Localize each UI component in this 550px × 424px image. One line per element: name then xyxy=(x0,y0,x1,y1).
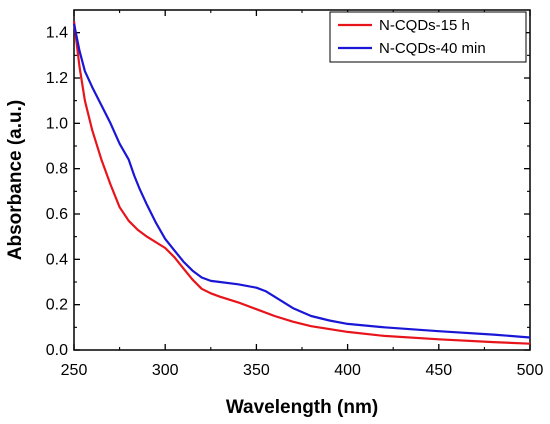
y-axis-title: Absorbance (a.u.) xyxy=(5,100,26,260)
legend-label-15h: N-CQDs-15 h xyxy=(379,17,470,34)
x-tick-label: 500 xyxy=(517,362,544,379)
y-tick-label: 0.0 xyxy=(46,342,68,359)
legend: N-CQDs-15 h N-CQDs-40 min xyxy=(329,11,527,63)
y-tick-label: 1.4 xyxy=(46,25,68,42)
legend-box xyxy=(329,11,527,63)
x-tick-label: 300 xyxy=(152,362,179,379)
x-tick-label: 250 xyxy=(61,362,88,379)
series-line-1 xyxy=(72,23,531,339)
x-axis-title: Wavelength (nm) xyxy=(226,397,378,418)
x-tick-label: 350 xyxy=(243,362,270,379)
series-line-0 xyxy=(72,21,531,345)
x-tick-label: 400 xyxy=(334,362,361,379)
legend-label-40min: N-CQDs-40 min xyxy=(379,40,486,57)
axis-ticks xyxy=(73,10,531,351)
y-tick-label: 0.8 xyxy=(46,161,68,178)
y-tick-label: 1.0 xyxy=(46,115,68,132)
y-tick-label: 0.4 xyxy=(46,251,68,268)
x-tick-labels: 250 300 350 400 450 500 xyxy=(61,362,544,379)
y-tick-label: 0.2 xyxy=(46,297,68,314)
x-tick-label: 450 xyxy=(425,362,452,379)
y-tick-label: 1.2 xyxy=(46,70,68,87)
y-tick-labels: 0.0 0.2 0.4 0.6 0.8 1.0 1.2 1.4 xyxy=(46,25,68,359)
series-lines xyxy=(72,21,531,345)
y-tick-label: 0.6 xyxy=(46,206,68,223)
